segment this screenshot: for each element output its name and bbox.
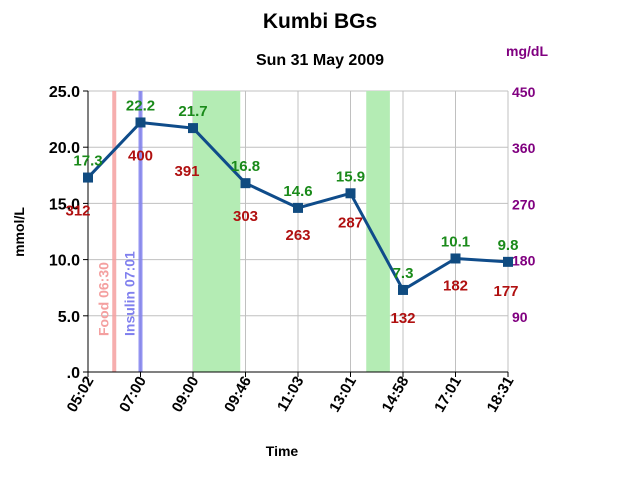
y2-tick-label: 270 [512,196,536,212]
mgdl-label: 263 [285,227,310,244]
y2-tick-label: 450 [512,84,536,100]
data-point [240,178,251,189]
data-point [450,253,461,264]
x-tick-label: 18:31 [484,374,518,416]
x-tick-label: 09:00 [169,374,203,416]
highlight-band [193,91,241,372]
data-point [503,256,513,267]
data-point [188,123,198,134]
value-label: 7.3 [393,265,414,282]
mgdl-label: 391 [174,163,199,180]
event-label: Insulin 07:01 [122,251,138,336]
value-label: 17.3 [73,153,102,170]
value-label: 14.6 [283,183,312,200]
data-point [293,202,303,213]
y-axis-label: mmol/L [11,207,27,257]
mgdl-label: 312 [65,203,90,220]
data-point [398,284,408,295]
y2-tick-label: 360 [512,140,536,156]
highlight-band [366,91,390,372]
y-tick-label: .0 [67,365,80,382]
y2-tick-label: 90 [512,309,528,325]
x-tick-label: 13:01 [326,374,360,416]
y-tick-label: 15.0 [49,196,80,213]
y-tick-label: 5.0 [58,309,80,326]
value-label: 21.7 [178,103,207,120]
y-tick-label: 10.0 [49,253,80,270]
value-label: 22.2 [126,97,155,114]
x-tick-label: 14:58 [379,374,413,416]
mgdl-label: 182 [443,277,468,294]
event-label: Food 06:30 [95,262,111,336]
y-tick-label: 20.0 [49,140,80,157]
event-line [112,91,117,372]
value-label: 16.8 [231,158,260,175]
data-point [83,172,93,183]
x-tick-label: 11:03 [274,374,307,415]
mgdl-label: 303 [233,208,258,225]
data-point [135,117,146,128]
mgdl-label: 400 [128,147,153,164]
value-label: 15.9 [336,168,365,185]
data-point [345,188,356,199]
x-tick-label: 09:46 [221,374,255,416]
x-tick-label: 07:00 [116,374,150,416]
y2-tick-label: 180 [512,253,536,269]
y-tick-label: 25.0 [49,84,80,101]
value-label: 10.1 [441,233,470,250]
x-tick-label: 17:01 [431,374,465,416]
chart-subtitle: Sun 31 May 2009 [256,52,384,69]
plot-area: Food 06:30 Insulin 07:01 .0 5.0 10.0 15.0 20.0… [49,84,536,415]
y2-axis-unit: mg/dL [506,43,548,59]
event-line [138,91,143,372]
x-axis-label: Time [266,443,299,459]
mgdl-label: 287 [338,214,363,231]
mgdl-label: 132 [390,310,415,327]
chart-title: Kumbi BGs [263,10,377,33]
value-label: 9.8 [498,237,519,254]
mgdl-label: 177 [493,283,518,300]
